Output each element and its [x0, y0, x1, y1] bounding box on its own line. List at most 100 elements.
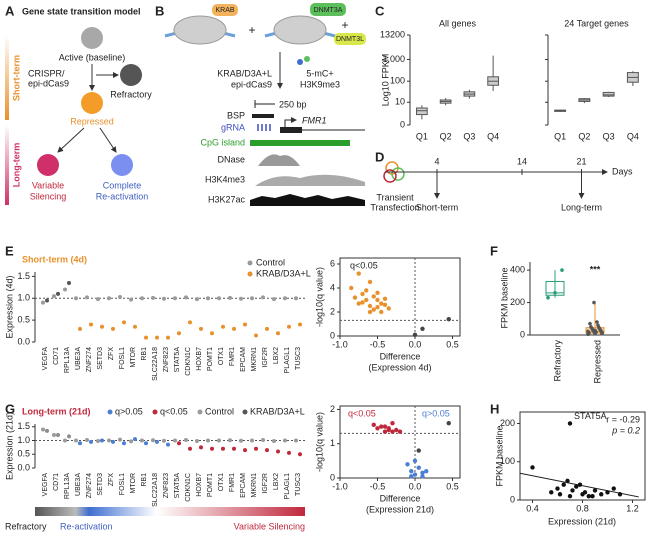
gene-label: HOXB7	[196, 347, 203, 371]
gene-label: MTOR	[130, 347, 137, 367]
control-dot	[294, 438, 298, 443]
control-dot	[118, 437, 122, 442]
y-tick-label: 2	[330, 404, 335, 414]
track-label: H3K4me3	[205, 174, 245, 184]
state-node	[111, 154, 133, 176]
gene-label: TUSC3	[295, 347, 302, 370]
x-tick-label: -0.5	[370, 481, 386, 491]
x-tick-label: 0.5	[446, 339, 459, 349]
y-axis-label: Expression (21d)	[4, 412, 14, 480]
point	[412, 458, 418, 464]
x-tick-label: 1.2	[626, 503, 639, 513]
gene-label: HOXB7	[196, 473, 203, 497]
treated-dot	[100, 438, 104, 443]
legend-label: KRAB/D3A+L	[250, 406, 305, 416]
point	[553, 291, 557, 295]
panel-label: B	[155, 3, 164, 18]
control-dot	[250, 438, 254, 443]
treated-dot	[78, 326, 82, 331]
domain-label: DNMT3L	[336, 36, 364, 43]
y-tick-label: 1,000	[382, 54, 405, 64]
treated-dot	[243, 448, 247, 453]
gene-label: MKRN1	[251, 473, 258, 498]
y-axis-label: -log10(q value)	[314, 412, 324, 472]
treated-dot	[144, 335, 148, 340]
gene-label: IGF2R	[262, 347, 269, 368]
start-label: Transient	[376, 192, 414, 202]
plus: +	[341, 18, 348, 32]
control-dot	[195, 297, 199, 302]
treated-dot	[188, 320, 192, 325]
control-dot	[217, 438, 221, 443]
x-tick-label: Q3	[463, 131, 475, 141]
point	[356, 301, 361, 306]
treated-dot	[177, 331, 181, 336]
stat: r = -0.29	[606, 414, 640, 424]
treated-dot	[45, 298, 49, 303]
point	[589, 325, 593, 329]
cpg-island	[250, 140, 350, 146]
y-tick-label: 13200	[380, 29, 405, 39]
y-axis-label: FPKM baseline	[494, 425, 504, 486]
point	[375, 305, 380, 310]
gene-label: EPCAM	[240, 473, 247, 498]
y-tick-label: 0.5	[17, 315, 30, 325]
dcas9	[173, 15, 227, 45]
y-tick-label: 0	[330, 330, 335, 340]
point	[379, 301, 384, 306]
x-tick-label: Repressed	[592, 340, 602, 384]
point	[382, 296, 388, 301]
y-tick-label: 0	[510, 494, 515, 504]
gene-label: FMR1	[229, 347, 236, 366]
chart-title: All genes	[439, 18, 477, 28]
point	[592, 488, 598, 493]
phase-label: Long-term	[11, 143, 21, 188]
domain	[334, 33, 366, 45]
point	[364, 288, 369, 293]
point	[557, 492, 563, 497]
point	[416, 448, 421, 453]
gene-label: SLC22A18	[152, 473, 159, 507]
treated-dot	[133, 437, 137, 442]
gene-label: RPL13A	[64, 473, 71, 499]
x-tick-label: 14	[517, 156, 527, 166]
control-dot	[140, 296, 144, 301]
colorbar	[35, 507, 305, 516]
x-tick-label: 0.5	[446, 481, 459, 491]
treated-dot	[232, 326, 236, 331]
gene-label: PLAGL1	[284, 347, 291, 374]
x-tick-label: Q2	[440, 131, 452, 141]
control-dot	[41, 300, 45, 305]
point	[420, 470, 425, 476]
control-dot	[129, 297, 133, 302]
stat: p = 0.2	[611, 425, 640, 435]
point	[600, 331, 604, 336]
point	[595, 320, 599, 324]
point	[412, 472, 418, 477]
colorbar-label: Variable Silencing	[234, 521, 305, 531]
control-dot	[217, 296, 221, 301]
control-dot	[85, 295, 89, 300]
point	[611, 486, 616, 491]
point	[349, 285, 354, 291]
state-node	[81, 27, 103, 49]
point	[360, 300, 365, 305]
control-dot	[184, 295, 188, 300]
point	[588, 321, 592, 326]
event-label: Long-term	[561, 202, 602, 212]
gene-label: FOSL1	[119, 347, 126, 369]
arrow	[99, 127, 117, 153]
y-tick-label: 1.0	[17, 435, 30, 445]
gene-label: SETD3	[97, 347, 104, 370]
x-tick-label: 0.8	[576, 503, 589, 513]
control-dot	[162, 296, 166, 301]
point	[582, 490, 588, 495]
point	[371, 422, 376, 428]
point	[397, 429, 403, 434]
control-dot	[195, 439, 199, 444]
signal	[250, 194, 365, 206]
point	[567, 493, 573, 499]
treated-dot	[111, 326, 115, 331]
scale-label: 250 bp	[279, 99, 307, 109]
